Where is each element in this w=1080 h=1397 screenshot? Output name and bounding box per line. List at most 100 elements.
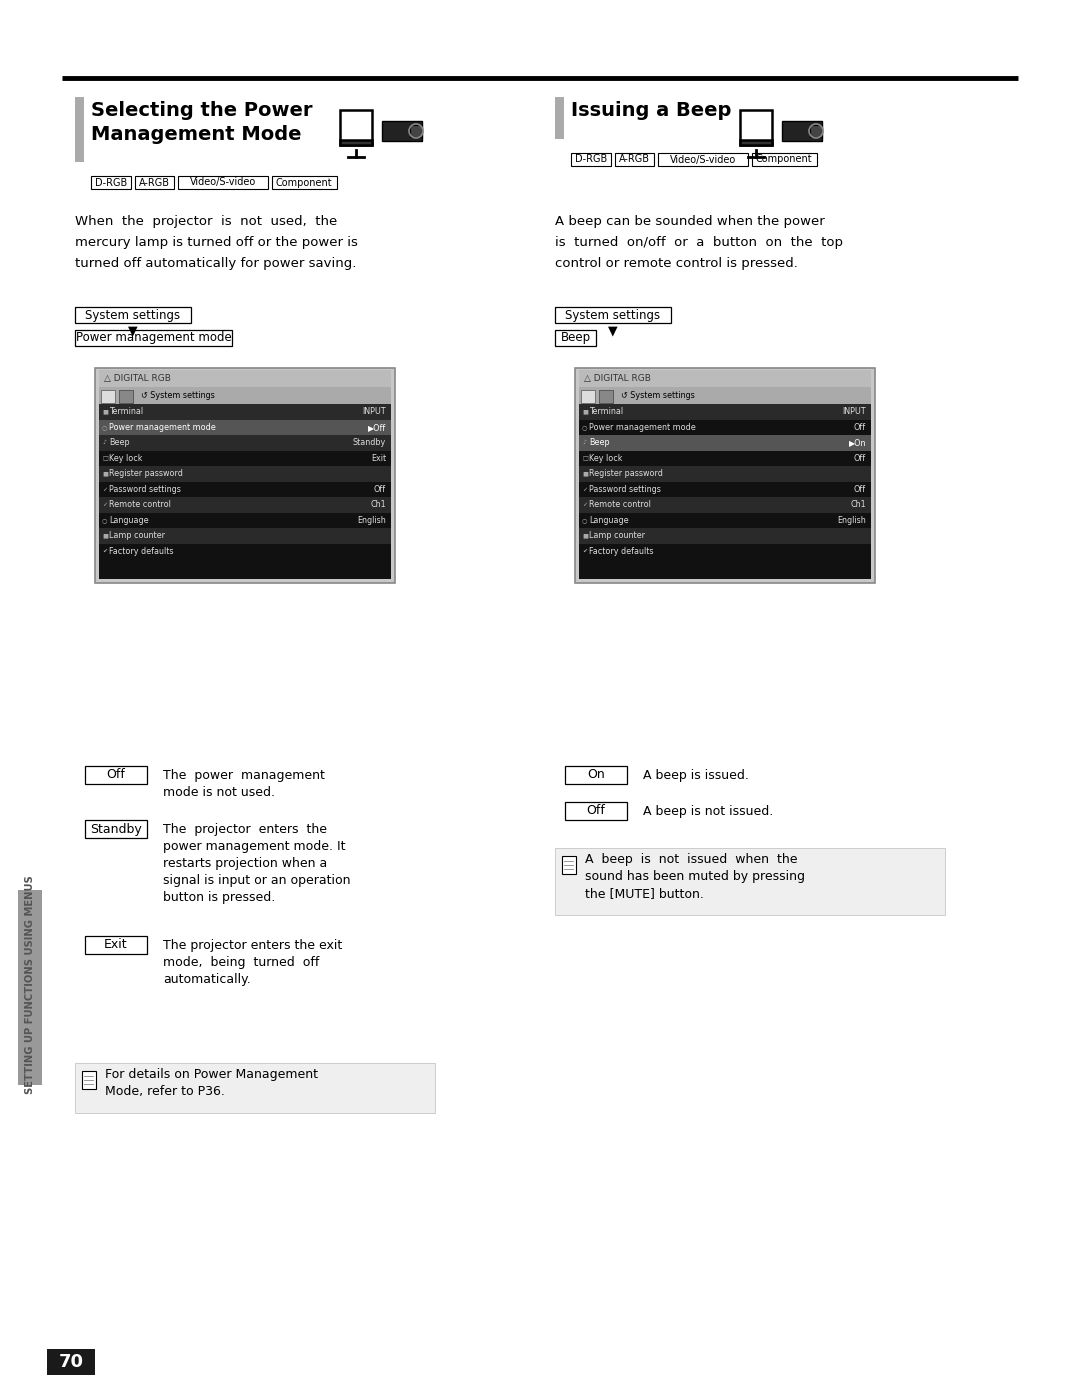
Text: Key lock: Key lock bbox=[109, 454, 143, 462]
Text: D-RGB: D-RGB bbox=[575, 155, 607, 165]
Bar bbox=[119, 390, 133, 402]
Bar bbox=[99, 404, 391, 578]
FancyBboxPatch shape bbox=[658, 154, 747, 166]
Text: A beep can be sounded when the power: A beep can be sounded when the power bbox=[555, 215, 825, 228]
FancyBboxPatch shape bbox=[752, 154, 816, 166]
Text: The  projector  enters  the: The projector enters the bbox=[163, 823, 327, 835]
Bar bbox=[555, 96, 564, 138]
FancyBboxPatch shape bbox=[85, 936, 147, 954]
Bar bbox=[575, 367, 875, 583]
Text: Lamp counter: Lamp counter bbox=[109, 531, 165, 541]
Text: Video/S-video: Video/S-video bbox=[670, 155, 737, 165]
Text: A-RGB: A-RGB bbox=[138, 177, 170, 187]
Text: △ DIGITAL RGB: △ DIGITAL RGB bbox=[584, 374, 651, 383]
Bar bbox=[382, 122, 422, 141]
Text: Management Mode: Management Mode bbox=[91, 124, 301, 144]
Text: mode is not used.: mode is not used. bbox=[163, 787, 275, 799]
Text: Terminal: Terminal bbox=[589, 408, 623, 416]
Bar bbox=[579, 482, 870, 497]
Text: A beep is not issued.: A beep is not issued. bbox=[643, 805, 773, 819]
Bar bbox=[740, 140, 772, 145]
Text: mercury lamp is turned off or the power is: mercury lamp is turned off or the power … bbox=[75, 236, 357, 249]
Bar bbox=[95, 367, 395, 583]
Bar bbox=[579, 404, 870, 419]
Text: Power management mode: Power management mode bbox=[76, 331, 231, 345]
Bar bbox=[579, 404, 870, 578]
Bar bbox=[75, 1063, 435, 1113]
Bar bbox=[343, 115, 369, 142]
Bar bbox=[75, 96, 84, 162]
Text: The  power  management: The power management bbox=[163, 768, 325, 782]
Text: For details on Power Management: For details on Power Management bbox=[105, 1067, 318, 1081]
Text: 70: 70 bbox=[58, 1354, 83, 1370]
Text: Standby: Standby bbox=[353, 439, 386, 447]
Text: ✓: ✓ bbox=[582, 503, 588, 507]
Bar bbox=[102, 390, 114, 402]
Bar bbox=[99, 419, 391, 434]
Bar bbox=[99, 467, 391, 482]
Text: is  turned  on/off  or  a  button  on  the  top: is turned on/off or a button on the top bbox=[555, 236, 843, 249]
Bar bbox=[340, 110, 372, 145]
Bar bbox=[99, 543, 391, 559]
FancyBboxPatch shape bbox=[75, 307, 191, 323]
Bar bbox=[99, 513, 391, 528]
Text: Selecting the Power: Selecting the Power bbox=[91, 101, 312, 120]
Text: ▼: ▼ bbox=[608, 324, 618, 338]
Text: the [MUTE] button.: the [MUTE] button. bbox=[585, 887, 704, 900]
Bar bbox=[579, 467, 870, 482]
Text: Password settings: Password settings bbox=[589, 485, 661, 493]
Text: Exit: Exit bbox=[370, 454, 386, 462]
Text: Key lock: Key lock bbox=[589, 454, 622, 462]
Text: ♪: ♪ bbox=[582, 440, 586, 446]
Text: signal is input or an operation: signal is input or an operation bbox=[163, 875, 351, 887]
Text: The projector enters the exit: The projector enters the exit bbox=[163, 939, 342, 951]
Bar bbox=[99, 370, 391, 387]
Text: A  beep  is  not  issued  when  the: A beep is not issued when the bbox=[585, 854, 797, 866]
Text: ▼: ▼ bbox=[129, 324, 138, 338]
Text: □: □ bbox=[582, 455, 588, 461]
FancyBboxPatch shape bbox=[272, 176, 337, 189]
Text: English: English bbox=[837, 515, 866, 525]
Text: △ DIGITAL RGB: △ DIGITAL RGB bbox=[104, 374, 171, 383]
Text: Standby: Standby bbox=[90, 823, 141, 835]
Text: ○: ○ bbox=[582, 425, 588, 430]
Text: Power management mode: Power management mode bbox=[109, 423, 216, 432]
Text: mode,  being  turned  off: mode, being turned off bbox=[163, 956, 320, 970]
FancyBboxPatch shape bbox=[85, 820, 147, 838]
Bar bbox=[579, 528, 870, 543]
Text: Exit: Exit bbox=[104, 939, 127, 951]
Text: INPUT: INPUT bbox=[842, 408, 866, 416]
Text: Beep: Beep bbox=[589, 439, 609, 447]
Text: □: □ bbox=[102, 455, 108, 461]
Text: restarts projection when a: restarts projection when a bbox=[163, 856, 327, 870]
Text: Language: Language bbox=[109, 515, 149, 525]
FancyBboxPatch shape bbox=[555, 307, 671, 323]
FancyBboxPatch shape bbox=[91, 176, 131, 189]
Text: button is pressed.: button is pressed. bbox=[163, 891, 275, 904]
Text: Factory defaults: Factory defaults bbox=[109, 546, 174, 556]
Text: sound has been muted by pressing: sound has been muted by pressing bbox=[585, 870, 805, 883]
Text: Register password: Register password bbox=[589, 469, 663, 478]
Text: ○: ○ bbox=[102, 425, 108, 430]
Bar bbox=[99, 482, 391, 497]
Bar bbox=[48, 1350, 95, 1375]
Bar bbox=[99, 450, 391, 467]
Bar bbox=[562, 856, 576, 875]
Text: ■: ■ bbox=[582, 471, 588, 476]
Bar bbox=[599, 390, 613, 402]
Text: Factory defaults: Factory defaults bbox=[589, 546, 653, 556]
Text: Ch1: Ch1 bbox=[850, 500, 866, 510]
Bar bbox=[740, 110, 772, 145]
Text: ✓: ✓ bbox=[582, 486, 588, 492]
Bar bbox=[810, 124, 822, 137]
Text: ○: ○ bbox=[582, 518, 588, 522]
Text: Terminal: Terminal bbox=[109, 408, 144, 416]
Text: Register password: Register password bbox=[109, 469, 183, 478]
Text: ■: ■ bbox=[582, 409, 588, 415]
Text: Off: Off bbox=[107, 768, 125, 781]
Text: Beep: Beep bbox=[109, 439, 130, 447]
Text: Component: Component bbox=[756, 155, 812, 165]
Text: Remote control: Remote control bbox=[589, 500, 651, 510]
Text: ✔: ✔ bbox=[582, 549, 588, 553]
Text: ■: ■ bbox=[102, 534, 108, 538]
